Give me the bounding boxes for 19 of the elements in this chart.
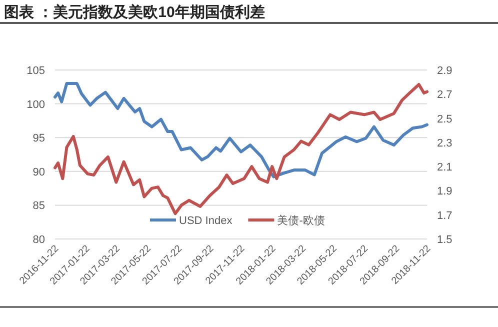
y-tick-label: 80 — [32, 234, 45, 246]
y-tick-label: 95 — [32, 132, 45, 145]
line-series — [54, 82, 428, 178]
y2-tick-label: 1.5 — [437, 234, 452, 246]
y2-tick-label: 2.3 — [437, 137, 452, 150]
y2-tick-label: 2.5 — [437, 113, 452, 126]
y2-tick-label: 1.9 — [437, 186, 452, 198]
line-series — [54, 82, 428, 216]
y-tick-label: 100 — [26, 98, 45, 111]
y2-tick-label: 2.9 — [437, 65, 452, 77]
y-tick-label: 105 — [26, 65, 45, 77]
y2-tick-label: 2.1 — [437, 162, 452, 174]
chart-title: 图表 ：美元指数及美欧10年期国债利差 — [4, 3, 265, 21]
y2-tick-label: 1.7 — [437, 210, 452, 222]
y-tick-label: 90 — [32, 166, 45, 178]
legend-label: USD Index — [179, 215, 233, 227]
legend-label: 美债-欧债 — [277, 214, 325, 227]
y2-tick-label: 2.7 — [437, 89, 452, 102]
y-tick-label: 85 — [32, 200, 45, 212]
